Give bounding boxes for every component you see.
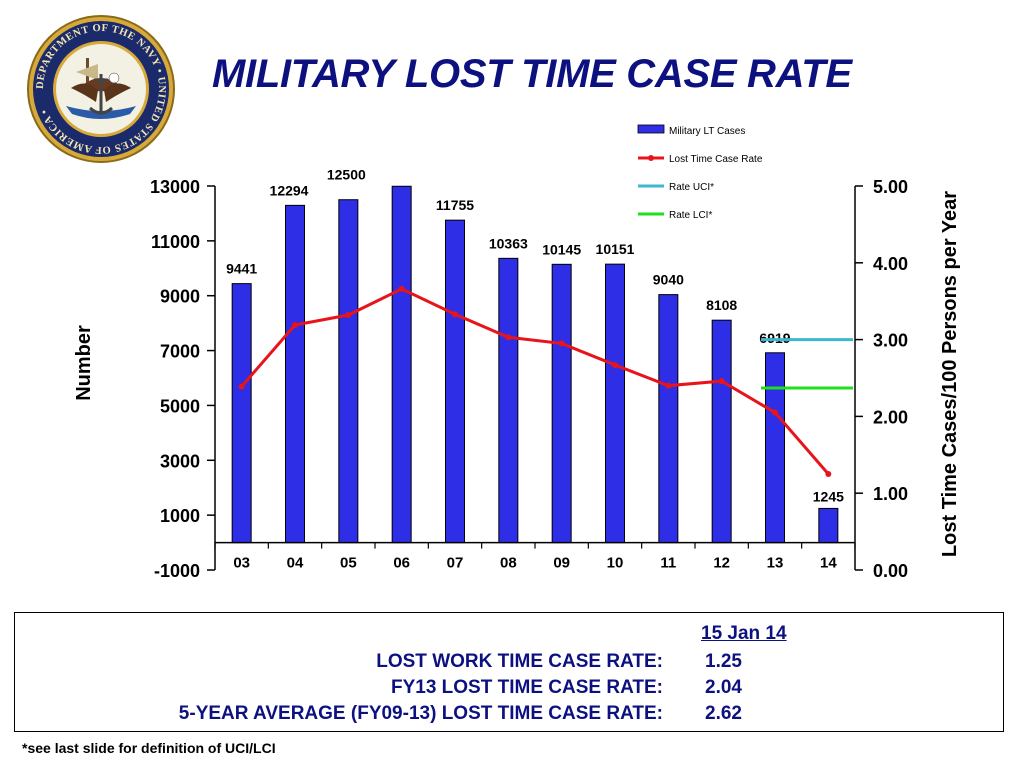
rate-point-13 (772, 409, 778, 416)
bar-label-09: 10145 (542, 241, 581, 257)
y-tick-label: 9000 (160, 287, 200, 307)
bar-label-08: 10363 (489, 235, 528, 251)
rate-line-series (238, 285, 832, 477)
x-tick-label-10: 10 (607, 555, 624, 572)
legend-label-rate-uci: Rate UCI* (669, 182, 714, 193)
legend-marker-lost-time-case-rate (648, 155, 654, 161)
rate-point-09 (558, 340, 565, 347)
legend-swatch-military-lt-cases (637, 124, 665, 134)
bar-06 (391, 185, 412, 544)
bar-label-04: 12294 (270, 182, 309, 198)
rate-line-path (240, 287, 830, 475)
y2-axis-title: Lost Time Cases/100 Persons per Year (939, 191, 961, 557)
summary-label-current: LOST WORK TIME CASE RATE: (376, 651, 663, 672)
y-tick-label: 3000 (160, 451, 200, 471)
summary-box: 15 Jan 14 LOST WORK TIME CASE RATE: 1.25… (14, 612, 1004, 732)
y2-tick-label: 4.00 (873, 254, 908, 274)
x-tick-label-07: 07 (447, 555, 464, 572)
y-tick-label: -1000 (154, 561, 200, 581)
bar-10 (605, 263, 625, 544)
x-tick-label-11: 11 (660, 555, 676, 572)
legend-label-military-lt-cases: Military LT Cases (669, 126, 745, 137)
confidence-lines (761, 338, 853, 390)
rate-point-10 (612, 361, 618, 368)
x-tick-label-04: 04 (287, 555, 304, 572)
rate-point-11 (665, 382, 672, 389)
rate-point-03 (238, 383, 245, 390)
rate-point-12 (718, 378, 725, 385)
x-tick-label-14: 14 (820, 555, 837, 572)
bar-label-11: 9040 (653, 272, 684, 288)
legend-label-lost-time-case-rate: Lost Time Case Rate (669, 154, 763, 165)
bar-label-05: 12500 (327, 167, 366, 183)
bar-11 (658, 294, 679, 544)
rate-point-08 (505, 334, 512, 341)
bar-13 (765, 352, 785, 544)
bar-12 (711, 319, 732, 544)
bar-05 (338, 199, 359, 544)
y-tick-label: 1000 (160, 506, 200, 526)
bar-label-07: 11755 (436, 197, 474, 213)
bar-04 (285, 204, 305, 544)
as-of-date: 15 Jan 14 (701, 623, 787, 644)
x-tick-label-03: 03 (233, 555, 250, 572)
y2-tick-label: 3.00 (873, 331, 908, 351)
page-title: MILITARY LOST TIME CASE RATE (212, 52, 852, 96)
bar-value-labels: 9441 12294 12500 11755 10363 10145 10151 9040 81… (226, 167, 844, 505)
rate-point-07 (452, 311, 458, 318)
bar-14 (818, 507, 839, 544)
x-tick-label-08: 08 (500, 555, 517, 572)
rate-point-06 (398, 285, 405, 292)
legend-label-rate-lci: Rate LCI* (669, 210, 712, 221)
x-tick-label-13: 13 (767, 555, 784, 572)
summary-value-fy13: 2.04 (705, 677, 742, 698)
bar-label-12: 8108 (706, 297, 737, 313)
summary-label-fy13: FY13 LOST TIME CASE RATE: (390, 677, 663, 698)
y-axis-title: Number (73, 325, 95, 401)
chart-legend: Military LT Cases Lost Time Case Rate Rate… (637, 124, 763, 221)
summary-label-5yr: 5-YEAR AVERAGE (FY09-13) LOST TIME CASE … (178, 703, 663, 724)
rate-point-14 (825, 471, 832, 477)
bar-08 (498, 257, 519, 544)
y2-tick-label: 1.00 (873, 484, 908, 504)
rate-point-05 (345, 312, 352, 319)
bar-series (231, 185, 839, 544)
bar-label-14: 1245 (813, 488, 844, 504)
y2-tick-label: 2.00 (873, 407, 908, 427)
lost-time-chart: 9441 12294 12500 11755 10363 10145 10151 9040 81… (73, 124, 961, 581)
rate-point-04 (292, 322, 298, 329)
bar-label-13: 6919 (759, 330, 790, 346)
axes: 03 04 05 06 07 08 09 10 11 12 13 14 13000 11000 9000 70… (73, 177, 961, 581)
y-tick-label: 5000 (160, 396, 200, 416)
y-tick-label: 13000 (150, 177, 200, 197)
x-tick-label-06: 06 (393, 555, 410, 572)
bar-07 (445, 219, 465, 544)
x-tick-label-09: 09 (553, 555, 570, 572)
bar-label-03: 9441 (226, 261, 257, 277)
bar-09 (551, 263, 572, 544)
y-tick-label: 11000 (151, 232, 200, 252)
navy-seal-logo: DEPARTMENT OF THE NAVY • UNITED STATES O… (27, 15, 175, 163)
summary-value-current: 1.25 (705, 651, 742, 672)
footnote: *see last slide for definition of UCI/LC… (22, 740, 276, 756)
y-tick-label: 7000 (160, 342, 200, 362)
y2-tick-label: 0.00 (873, 561, 908, 581)
y2-tick-label: 5.00 (873, 177, 908, 197)
bar-03 (231, 283, 252, 544)
x-tick-label-12: 12 (713, 555, 730, 572)
summary-value-5yr: 2.62 (705, 703, 742, 724)
x-tick-label-05: 05 (340, 555, 357, 572)
bar-label-10: 10151 (596, 241, 635, 257)
